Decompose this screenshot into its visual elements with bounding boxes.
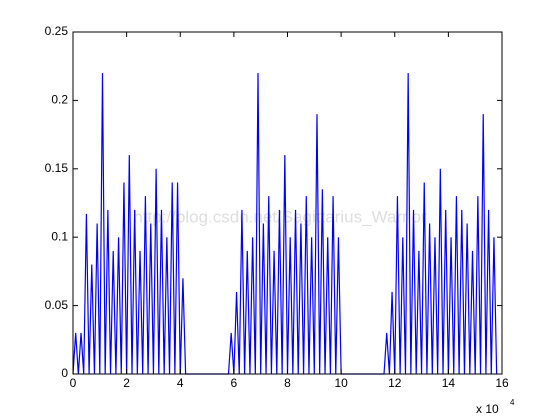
y-tick-label: 0 [61,366,68,380]
axes-box [72,31,503,375]
y-tick-label: 0.05 [45,298,69,312]
x-tick-label: 16 [495,376,509,390]
x-tick-label: 4 [177,376,184,390]
y-tick-label: 0.25 [45,24,69,38]
x-tick-label: 14 [442,376,456,390]
y-tick-label: 0.2 [51,93,68,107]
x-tick-label: 10 [334,376,348,390]
x-tick-label: 2 [123,376,130,390]
data-line [72,73,498,375]
y-tick-label: 0.15 [45,161,69,175]
x-tick-label: 6 [231,376,238,390]
x-tick-label: 0 [70,376,77,390]
x-exponent: 4 [510,398,515,407]
x-multiplier: x 10 [476,402,499,416]
x-tick-label: 12 [388,376,402,390]
x-tick-label: 8 [284,376,291,390]
y-tick-label: 0.1 [51,229,68,243]
